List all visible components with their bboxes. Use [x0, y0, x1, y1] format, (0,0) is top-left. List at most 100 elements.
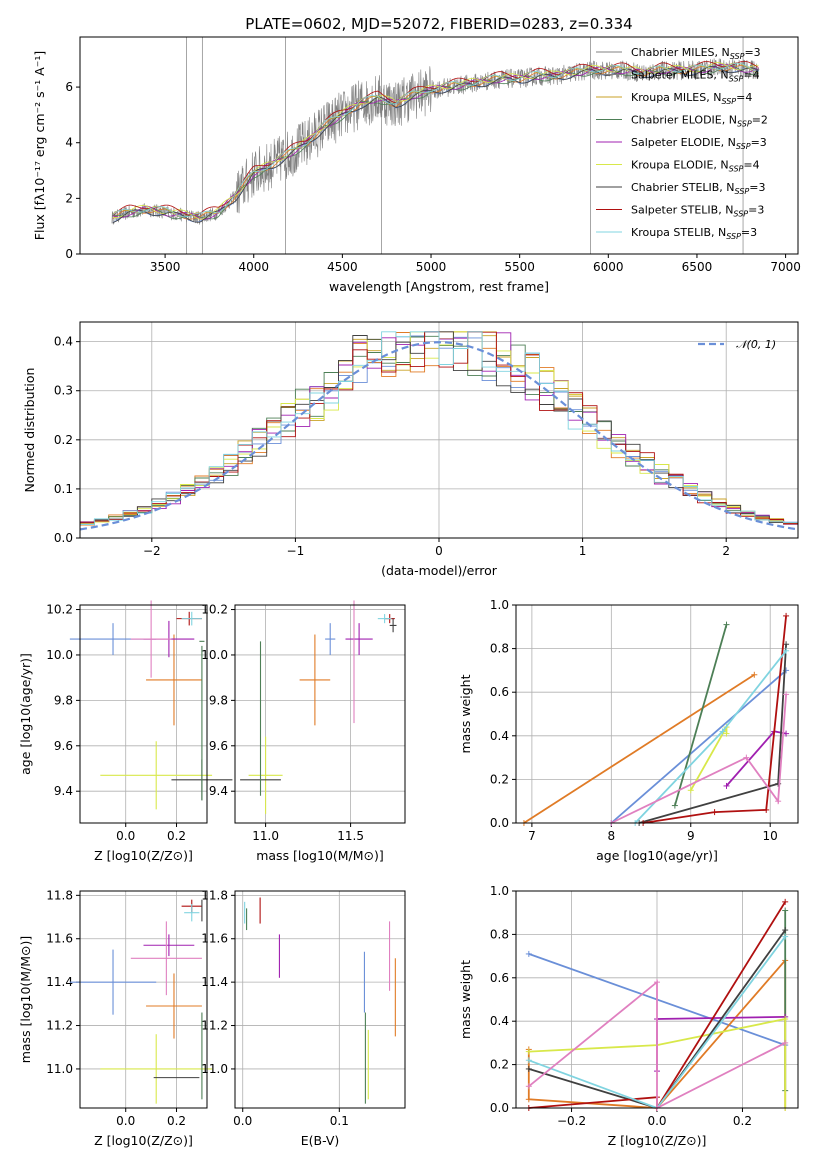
- x-tick-label: 0.2: [167, 1114, 186, 1128]
- y-tick-label: 0.2: [490, 772, 509, 786]
- series-marker: [687, 787, 694, 794]
- gaussian-legend-label: 𝒩(0, 1): [736, 338, 776, 351]
- y-tick-label: 11.2: [201, 1019, 228, 1033]
- panel-4: 11.0 11.5 9.4 9.6 9.8 10.0 10.2 mass [log10(M/M…: [201, 600, 406, 863]
- axes-frame: [234, 604, 406, 824]
- y-tick-label: 11.6: [46, 932, 73, 946]
- legend-count: =3: [749, 181, 765, 194]
- legend-entry: Chabrier ELODIE, NSSP=2: [631, 114, 768, 129]
- legend-count: =3: [751, 136, 767, 149]
- model-spectrum: [112, 61, 759, 216]
- x-tick-label: 0.0: [116, 829, 135, 843]
- y-axis-label: mass weight: [458, 960, 473, 1039]
- model-spectrum: [112, 65, 759, 220]
- series-marker: [525, 1048, 532, 1055]
- x-tick-label: 8: [608, 829, 616, 843]
- x-tick-label: 0.0: [116, 1114, 135, 1128]
- y-tick-label: 9.8: [209, 693, 228, 707]
- model-spectrum: [112, 66, 759, 223]
- legend-entry: Chabrier STELIB, NSSP=3: [631, 181, 765, 196]
- mass-weight-series: [656, 1016, 786, 1072]
- x-axis-label: Z [log10(Z/Z⊙)]: [94, 848, 193, 863]
- y-tick-label: 11.6: [201, 932, 228, 946]
- error-bar-point: [130, 600, 172, 678]
- x-tick-label: 0.2: [733, 1114, 752, 1128]
- series-marker: [782, 933, 789, 940]
- y-tick-label: 0.4: [54, 335, 73, 349]
- series-marker: [711, 809, 718, 816]
- x-axis-label: (data-model)/error: [381, 563, 498, 578]
- y-tick-label: 0.2: [490, 1058, 509, 1072]
- x-tick-label: 11.0: [252, 829, 279, 843]
- y-tick-label: 1.0: [490, 884, 509, 898]
- axes-frame: [234, 890, 406, 1109]
- y-tick-label: 11.0: [46, 1062, 73, 1076]
- y-axis-label: Normed distribution: [22, 368, 37, 493]
- panel-1: 3500 4000 4500 5000 5500 6000 6500 7000 0 2 4 6 wave…: [32, 36, 801, 294]
- x-tick-label: −1: [287, 544, 305, 558]
- legend-label: Kroupa ELODIE, N: [631, 159, 729, 172]
- legend-entry: Salpeter STELIB, NSSP=3: [631, 204, 764, 219]
- legend-count: =4: [736, 91, 752, 104]
- y-tick-label: 4: [65, 136, 73, 150]
- series-marker: [783, 730, 790, 737]
- panel-3: 0.0 0.2 9.4 9.6 9.8 10.0 10.2 Z [log10(Z/Z⊙)] ag…: [18, 600, 233, 863]
- y-tick-label: 0: [65, 247, 73, 261]
- legend-label: Chabrier MILES, N: [631, 46, 730, 59]
- x-tick-label: 6000: [593, 260, 624, 274]
- x-tick-label: 4500: [327, 260, 358, 274]
- y-tick-label: 0.2: [54, 433, 73, 447]
- y-tick-label: 0.0: [490, 1101, 509, 1115]
- x-tick-label: 7: [528, 829, 536, 843]
- x-tick-label: 11.5: [337, 829, 364, 843]
- x-tick-label: −2: [143, 544, 161, 558]
- error-bar-point: [299, 634, 331, 726]
- y-tick-label: 11.4: [46, 975, 73, 989]
- legend-subscript: SSP: [726, 232, 741, 241]
- y-axis-label: mass weight: [458, 674, 473, 753]
- y-tick-label: 0.0: [490, 816, 509, 830]
- error-bar-point: [100, 1034, 213, 1104]
- legend-count: =3: [748, 204, 764, 217]
- y-tick-label: 0.0: [54, 531, 73, 545]
- x-axis-label: E(B-V): [301, 1133, 340, 1148]
- legend-subscript: SSP: [729, 165, 744, 174]
- y-tick-label: 0.8: [490, 927, 509, 941]
- y-tick-label: 11.0: [201, 1062, 228, 1076]
- axes-frame: [515, 890, 799, 1109]
- series-marker: [783, 647, 790, 654]
- legend-label: Chabrier STELIB, N: [631, 181, 735, 194]
- legend-subscript: SSP: [737, 120, 752, 129]
- legend-entry: Chabrier MILES, NSSP=3: [631, 46, 761, 61]
- y-tick-label: 1.0: [490, 598, 509, 612]
- series-marker: [525, 1083, 532, 1090]
- x-tick-label: 0.2: [167, 829, 186, 843]
- error-bar-point: [146, 973, 202, 1039]
- y-tick-label: 11.8: [201, 888, 228, 902]
- legend-count: =4: [743, 159, 759, 172]
- series-marker: [525, 1065, 532, 1072]
- series-marker: [723, 730, 730, 737]
- x-tick-label: 0.1: [330, 1114, 349, 1128]
- axes-frame: [79, 321, 799, 539]
- axes-frame: [79, 604, 208, 824]
- x-tick-label: 0: [435, 544, 443, 558]
- error-bar-point: [389, 618, 397, 633]
- x-axis-label: Z [log10(Z/Z⊙)]: [608, 1133, 707, 1148]
- error-bar-point: [181, 611, 202, 626]
- legend-entry: Salpeter MILES, NSSP=4: [631, 69, 760, 84]
- series-marker: [743, 754, 750, 761]
- x-tick-label: −0.2: [557, 1114, 586, 1128]
- legend-label: Kroupa STELIB, N: [631, 226, 726, 239]
- legend-label: Chabrier ELODIE, N: [631, 114, 737, 127]
- legend-label: Salpeter STELIB, N: [631, 204, 733, 217]
- error-bar-point: [69, 949, 157, 1015]
- x-axis-label: mass [log10(M/M⊙)]: [256, 848, 384, 863]
- y-tick-label: 0.4: [490, 729, 509, 743]
- series-marker: [719, 728, 726, 735]
- model-spectrum: [112, 62, 759, 218]
- error-bar-point: [248, 736, 283, 814]
- x-tick-label: 10: [763, 829, 778, 843]
- legend-count: =4: [743, 69, 759, 82]
